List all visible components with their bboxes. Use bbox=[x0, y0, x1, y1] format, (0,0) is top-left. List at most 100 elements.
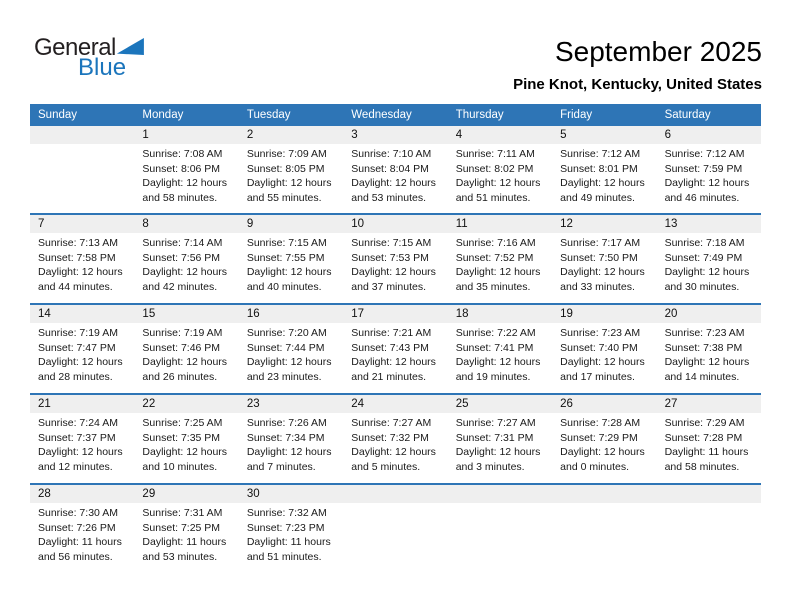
day-cell: Sunrise: 7:11 AM Sunset: 8:02 PM Daylight:… bbox=[448, 147, 552, 205]
sunrise-text: Sunrise: 7:08 AM bbox=[142, 148, 223, 161]
sunrise-text: Sunrise: 7:19 AM bbox=[142, 327, 223, 340]
calendar-grid: 1 2 3 4 5 6 Sunrise: 7:08 AM Sunset: 8:06 PM Day… bbox=[30, 126, 761, 573]
date-strip: 1 2 3 4 5 6 bbox=[30, 126, 761, 145]
page-header: General Blue September 2025 Pine Knot, K… bbox=[0, 0, 792, 94]
day-cell: Sunrise: 7:32 AM Sunset: 7:23 PM Daylight:… bbox=[239, 506, 343, 564]
sunrise-text: Sunrise: 7:31 AM bbox=[142, 507, 223, 520]
daylight-text-line1: Daylight: 12 hours bbox=[351, 356, 436, 369]
daylight-text-line1: Daylight: 11 hours bbox=[38, 536, 122, 549]
logo-top-line: General bbox=[34, 36, 144, 60]
sunset-text: Sunset: 7:47 PM bbox=[38, 341, 116, 354]
sunset-text: Sunset: 7:58 PM bbox=[38, 251, 116, 264]
info-row: Sunrise: 7:08 AM Sunset: 8:06 PM Daylight:… bbox=[30, 144, 761, 205]
day-number: 19 bbox=[560, 308, 573, 321]
day-number: 7 bbox=[38, 218, 45, 231]
day-header-thursday: Thursday bbox=[455, 109, 504, 122]
sunrise-text: Sunrise: 7:15 AM bbox=[246, 237, 327, 250]
day-number: 11 bbox=[455, 218, 468, 231]
sunrise-text: Sunrise: 7:18 AM bbox=[664, 237, 745, 250]
daylight-text-line2: and 19 minutes. bbox=[455, 370, 531, 383]
day-number: 29 bbox=[142, 488, 156, 501]
day-number: 8 bbox=[142, 218, 149, 231]
week-row-1: 1 2 3 4 5 6 Sunrise: 7:08 AM Sunset: 8:06 PM Day… bbox=[30, 126, 761, 213]
daylight-text-line2: and 3 minutes. bbox=[455, 460, 525, 473]
day-number: 3 bbox=[351, 129, 358, 142]
day-number: 26 bbox=[560, 398, 573, 411]
day-number: 2 bbox=[246, 129, 254, 142]
day-cell: Sunrise: 7:18 AM Sunset: 7:49 PM Daylight:… bbox=[657, 236, 761, 294]
sunrise-text: Sunrise: 7:27 AM bbox=[455, 417, 536, 430]
sunset-text: Sunset: 7:23 PM bbox=[246, 521, 325, 534]
daylight-text-line2: and 14 minutes. bbox=[664, 370, 740, 383]
daylight-text-line2: and 26 minutes. bbox=[142, 370, 218, 383]
sunset-text: Sunset: 7:50 PM bbox=[560, 251, 638, 264]
day-number: 4 bbox=[455, 129, 463, 142]
day-cell bbox=[343, 506, 447, 564]
date-strip: 14 15 16 17 18 19 20 bbox=[30, 305, 761, 324]
sunrise-text: Sunrise: 7:09 AM bbox=[246, 148, 327, 161]
daylight-text-line1: Daylight: 12 hours bbox=[38, 356, 123, 369]
daylight-text-line2: and 58 minutes. bbox=[142, 191, 218, 204]
sunset-text: Sunset: 8:05 PM bbox=[246, 162, 325, 175]
general-blue-logo: General Blue bbox=[34, 36, 144, 80]
sunset-text: Sunset: 7:46 PM bbox=[142, 341, 221, 354]
sunset-text: Sunset: 7:35 PM bbox=[142, 431, 221, 444]
sunrise-text: Sunrise: 7:12 AM bbox=[560, 148, 641, 161]
daylight-text-line1: Daylight: 12 hours bbox=[38, 446, 123, 459]
day-number: 13 bbox=[664, 218, 678, 231]
title-block: September 2025 Pine Knot, Kentucky, Unit… bbox=[513, 36, 762, 93]
day-number: 1 bbox=[142, 129, 149, 142]
day-cell: Sunrise: 7:09 AM Sunset: 8:05 PM Daylight:… bbox=[239, 147, 343, 205]
day-cell: Sunrise: 7:19 AM Sunset: 7:46 PM Daylight:… bbox=[134, 326, 238, 384]
sunrise-text: Sunrise: 7:17 AM bbox=[560, 237, 641, 250]
sunset-text: Sunset: 7:53 PM bbox=[351, 251, 429, 264]
daylight-text-line2: and 44 minutes. bbox=[38, 280, 113, 293]
daylight-text-line1: Daylight: 12 hours bbox=[455, 266, 541, 279]
day-number: 6 bbox=[664, 129, 671, 142]
daylight-text-line1: Daylight: 12 hours bbox=[455, 356, 541, 369]
sunset-text: Sunset: 8:02 PM bbox=[455, 162, 534, 175]
day-cell: Sunrise: 7:14 AM Sunset: 7:56 PM Daylight:… bbox=[134, 236, 238, 294]
sunset-text: Sunset: 8:04 PM bbox=[351, 162, 429, 175]
sunrise-text: Sunrise: 7:14 AM bbox=[142, 237, 223, 250]
day-cell bbox=[30, 147, 134, 205]
day-number: 18 bbox=[455, 308, 469, 321]
info-row: Sunrise: 7:13 AM Sunset: 7:58 PM Daylight:… bbox=[30, 233, 761, 294]
daylight-text-line1: Daylight: 12 hours bbox=[560, 266, 645, 279]
daylight-text-line2: and 37 minutes. bbox=[351, 280, 426, 293]
daylight-text-line2: and 56 minutes. bbox=[38, 550, 113, 563]
sunset-text: Sunset: 7:55 PM bbox=[246, 251, 325, 264]
sunset-text: Sunset: 7:44 PM bbox=[246, 341, 325, 354]
sunrise-text: Sunrise: 7:23 AM bbox=[664, 327, 745, 340]
page-subtitle: Pine Knot, Kentucky, United States bbox=[513, 76, 762, 94]
daylight-text-line2: and 10 minutes. bbox=[142, 460, 218, 473]
daylight-text-line1: Daylight: 12 hours bbox=[664, 356, 750, 369]
day-number: 25 bbox=[455, 398, 469, 411]
sunrise-text: Sunrise: 7:21 AM bbox=[351, 327, 432, 340]
sunrise-text: Sunrise: 7:22 AM bbox=[455, 327, 536, 340]
day-cell: Sunrise: 7:20 AM Sunset: 7:44 PM Daylight:… bbox=[239, 326, 343, 384]
day-number: 20 bbox=[664, 308, 678, 321]
day-cell bbox=[657, 506, 761, 564]
sunset-text: Sunset: 7:31 PM bbox=[455, 431, 534, 444]
sunset-text: Sunset: 8:06 PM bbox=[142, 162, 221, 175]
sunset-text: Sunset: 7:41 PM bbox=[455, 341, 534, 354]
day-cell: Sunrise: 7:23 AM Sunset: 7:38 PM Daylight:… bbox=[657, 326, 761, 384]
daylight-text-line1: Daylight: 12 hours bbox=[351, 266, 436, 279]
daylight-text-line1: Daylight: 11 hours bbox=[142, 536, 227, 549]
day-number: 22 bbox=[142, 398, 156, 411]
day-cell: Sunrise: 7:27 AM Sunset: 7:31 PM Daylight:… bbox=[448, 416, 552, 474]
day-number: 14 bbox=[38, 308, 51, 321]
sunrise-text: Sunrise: 7:25 AM bbox=[142, 417, 223, 430]
day-header-wednesday: Wednesday bbox=[351, 109, 412, 122]
day-number: 15 bbox=[142, 308, 156, 321]
daylight-text-line2: and 30 minutes. bbox=[664, 280, 740, 293]
week-row-5: 28 29 30 Sunrise: 7:30 AM Sunset: 7:26 PM Day… bbox=[30, 483, 761, 573]
day-cell: Sunrise: 7:29 AM Sunset: 7:28 PM Daylight:… bbox=[657, 416, 761, 474]
day-number: 17 bbox=[351, 308, 365, 321]
sunrise-text: Sunrise: 7:26 AM bbox=[246, 417, 327, 430]
day-number: 5 bbox=[560, 129, 567, 142]
day-cell: Sunrise: 7:31 AM Sunset: 7:25 PM Daylight:… bbox=[134, 506, 238, 564]
day-cell: Sunrise: 7:12 AM Sunset: 8:01 PM Daylight:… bbox=[552, 147, 656, 205]
